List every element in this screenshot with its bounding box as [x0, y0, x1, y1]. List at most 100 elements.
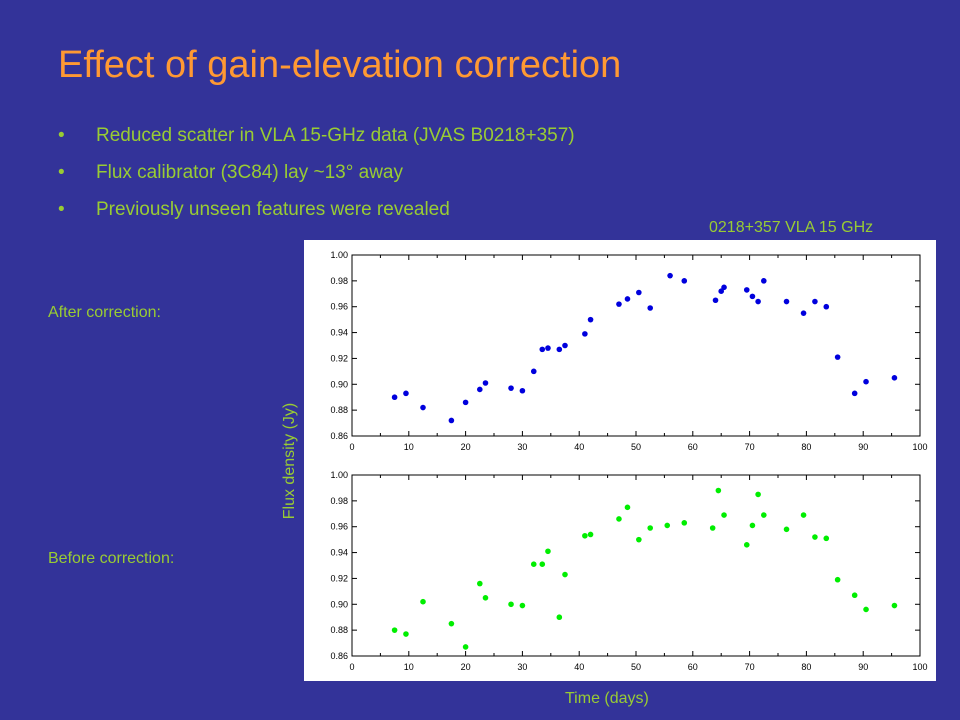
data-point	[562, 571, 568, 578]
data-point	[587, 531, 594, 538]
y-tick-label: 0.96	[330, 302, 348, 312]
data-point	[562, 342, 568, 349]
y-tick-label: 0.86	[330, 431, 348, 441]
plot-panel: 0 10 20 30 40 50 60 70 80 90 100 0.86 0.88 0.90 0.92 0.…	[304, 240, 936, 681]
data-point	[616, 516, 622, 522]
data-point	[743, 287, 750, 293]
x-axis-label: Time (days)	[565, 690, 649, 707]
data-point	[391, 394, 398, 401]
data-point	[508, 385, 514, 391]
data-point	[477, 580, 483, 587]
data-point	[800, 310, 807, 316]
data-point	[636, 289, 642, 296]
data-point	[812, 298, 818, 305]
data-point	[545, 548, 551, 555]
data-point	[582, 331, 588, 337]
y-tick-label: 0.98	[330, 496, 348, 506]
data-point	[761, 278, 767, 284]
data-point	[624, 296, 631, 302]
data-point	[749, 522, 756, 529]
y-tick-label: 0.90	[330, 379, 348, 389]
bullet-item: • Flux calibrator (3C84) lay ~13° away	[58, 162, 575, 199]
x-tick-label: 40	[574, 662, 584, 672]
x-tick-label: 20	[461, 442, 471, 452]
data-point	[800, 512, 807, 518]
data-point	[616, 301, 622, 307]
scatter-plots: 0 10 20 30 40 50 60 70 80 90 1000.860.880.900.920.…	[330, 250, 927, 672]
x-tick-label: 100	[912, 662, 927, 672]
data-point	[448, 417, 455, 424]
data-point	[420, 598, 426, 605]
data-point	[477, 386, 483, 393]
y-tick-label: 0.96	[330, 522, 348, 532]
bullet-text: Previously unseen features were revealed	[96, 199, 450, 220]
x-tick-label: 90	[858, 662, 868, 672]
y-tick-label: 1.00	[330, 470, 348, 480]
data-point	[743, 542, 750, 548]
data-point	[823, 535, 830, 542]
data-point	[519, 387, 526, 394]
data-point	[721, 512, 727, 518]
data-point	[681, 278, 688, 284]
x-tick-label: 60	[688, 442, 698, 452]
data-point	[462, 644, 469, 650]
data-point	[556, 346, 563, 353]
y-tick-label: 0.86	[330, 651, 348, 661]
data-point	[556, 614, 563, 621]
data-point	[783, 298, 790, 305]
data-point	[391, 627, 398, 633]
data-point	[761, 512, 767, 518]
data-point	[718, 288, 724, 294]
data-point	[539, 346, 546, 353]
before-correction-plot: 0 10 20 30 40 50 60 70 80 90 100 0.86 0.88 0.90 0.92 0.…	[330, 470, 927, 672]
slide-title: Effect of gain-elevation correction	[58, 44, 622, 86]
data-point	[647, 525, 653, 531]
x-tick-label: 70	[745, 442, 755, 452]
data-point	[462, 399, 469, 406]
x-tick-label: 80	[801, 662, 811, 672]
data-point	[530, 368, 537, 375]
data-point	[749, 293, 756, 300]
plot-title: 0218+357 VLA 15 GHz	[709, 219, 874, 236]
data-point	[545, 345, 551, 351]
y-tick-label: 0.92	[330, 573, 348, 583]
data-point	[519, 602, 526, 609]
bullet-text: Reduced scatter in VLA 15-GHz data (JVAS…	[96, 125, 575, 146]
data-point	[530, 561, 537, 568]
x-tick-label: 0	[349, 662, 354, 672]
data-point	[783, 526, 790, 533]
data-point	[891, 375, 898, 381]
plot-frame	[351, 474, 921, 657]
data-point	[812, 534, 818, 540]
y-tick-label: 0.94	[330, 328, 348, 338]
bullet-dot: •	[58, 162, 65, 183]
y-tick-label: 0.98	[330, 276, 348, 286]
data-point	[582, 532, 588, 539]
x-tick-label: 80	[801, 442, 811, 452]
data-point	[587, 316, 594, 323]
x-tick-label: 0	[349, 442, 354, 452]
x-tick-label: 60	[688, 662, 698, 672]
data-point	[636, 536, 642, 543]
data-point	[755, 298, 761, 305]
data-point	[715, 487, 722, 494]
data-point	[681, 520, 688, 526]
x-tick-label: 20	[461, 662, 471, 672]
after-correction-label: After correction:	[48, 304, 161, 321]
bullet-dot: •	[58, 125, 65, 146]
data-point	[448, 620, 455, 627]
x-tick-label: 90	[858, 442, 868, 452]
bullet-text: Flux calibrator (3C84) lay ~13° away	[96, 162, 403, 183]
bullet-item: • Previously unseen features were reveal…	[58, 199, 575, 236]
data-point	[863, 606, 869, 613]
data-point	[403, 390, 409, 397]
data-point	[664, 522, 671, 529]
x-tick-label: 10	[404, 442, 414, 452]
y-tick-label: 0.94	[330, 548, 348, 558]
y-tick-label: 0.92	[330, 353, 348, 363]
x-tick-label: 70	[745, 662, 755, 672]
x-tick-label: 30	[517, 662, 527, 672]
data-point	[755, 491, 761, 498]
plot-frame	[351, 254, 921, 437]
data-point	[624, 504, 631, 511]
